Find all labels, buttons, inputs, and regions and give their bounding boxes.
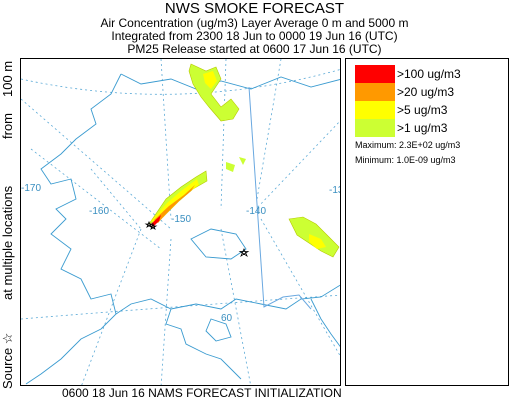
us-canada-border xyxy=(248,86,312,310)
west-coast xyxy=(25,73,122,385)
longitude-label-140: -140 xyxy=(246,206,266,217)
legend-swatch xyxy=(355,119,395,137)
source-star xyxy=(144,220,154,228)
parallel-line xyxy=(21,294,340,320)
gulf-coast xyxy=(115,284,340,315)
north-coast xyxy=(120,73,340,90)
alaska-map: -170 -160 -150 -140 -130 60 xyxy=(21,59,341,385)
plume-spot xyxy=(226,162,235,172)
side-label-from: from xyxy=(0,113,15,139)
figure-subtitle-release: PM25 Release started at 0600 17 Jun 16 (… xyxy=(127,42,382,56)
figure-title: NWS SMOKE FORECAST xyxy=(164,0,345,17)
coastal-island xyxy=(205,318,232,342)
source-markers xyxy=(144,220,250,258)
meridian-line xyxy=(160,59,172,220)
legend-item: >20 ug/m3 xyxy=(355,83,505,101)
legend-item: >5 ug/m3 xyxy=(355,101,505,119)
latitude-label-60: 60 xyxy=(221,313,233,324)
meridian-line xyxy=(220,228,252,385)
longitude-label-150: -150 xyxy=(171,214,191,225)
bottom-caption: 0600 18 Jun 16 NAMS FORECAST INITIALIZAT… xyxy=(62,386,342,400)
legend-panel: >100 ug/m3 >20 ug/m3 >5 ug/m3 >1 ug/m3 M… xyxy=(345,58,509,386)
longitude-label-160: -160 xyxy=(89,206,109,217)
legend-swatch xyxy=(355,65,395,83)
longitude-label-130: -130 xyxy=(329,185,341,196)
plume-central-high xyxy=(154,185,195,223)
plume-north-mid xyxy=(203,71,217,89)
meridian-line xyxy=(81,228,142,385)
meridian-line xyxy=(260,218,340,357)
longitude-label-170: -170 xyxy=(21,183,41,194)
side-label-height: 100 m xyxy=(0,60,15,97)
kenai-kodiak-coast xyxy=(165,308,242,380)
figure-subtitle-integration: Integrated from 2300 18 Jun to 0000 19 J… xyxy=(111,29,398,43)
coastline xyxy=(25,73,340,385)
side-label-source: Source ☆ xyxy=(0,332,15,389)
legend-maximum: Maximum: 2.3E+02 ug/m3 xyxy=(355,140,461,150)
side-label-multiple-locations: at multiple locations xyxy=(0,185,15,300)
parallel-line xyxy=(21,69,340,95)
meridian-line xyxy=(90,168,142,230)
legend-item: >1 ug/m3 xyxy=(355,119,505,137)
plume-central-core xyxy=(151,215,161,227)
graticule xyxy=(21,59,340,385)
interior-lake xyxy=(190,228,247,260)
meridian-line xyxy=(220,59,227,210)
meridian-line xyxy=(30,148,162,250)
smoke-plumes xyxy=(148,63,340,258)
plume-north-low xyxy=(188,63,240,122)
meridian-line xyxy=(21,98,172,230)
figure-subtitle-concentration: Air Concentration (ug/m3) Layer Average … xyxy=(100,16,409,30)
source-star xyxy=(238,247,250,258)
source-star xyxy=(148,222,158,230)
plume-spot xyxy=(239,157,246,165)
legend-minimum: Minimum: 1.0E-09 ug/m3 xyxy=(355,155,456,165)
meridian-line xyxy=(256,59,282,200)
legend-item: >100 ug/m3 xyxy=(355,65,505,83)
plume-east-mid xyxy=(309,234,326,249)
map-panel: -170 -160 -150 -140 -130 60 xyxy=(20,58,341,386)
legend-label: >5 ug/m3 xyxy=(397,103,448,117)
legend-label: >1 ug/m3 xyxy=(397,121,448,135)
legend-label: >20 ug/m3 xyxy=(397,85,455,99)
legend-label: >100 ug/m3 xyxy=(397,67,461,81)
legend-swatch xyxy=(355,83,395,101)
legend-swatch xyxy=(355,101,395,119)
panhandle-coast xyxy=(310,298,340,348)
meridian-line xyxy=(255,120,340,210)
